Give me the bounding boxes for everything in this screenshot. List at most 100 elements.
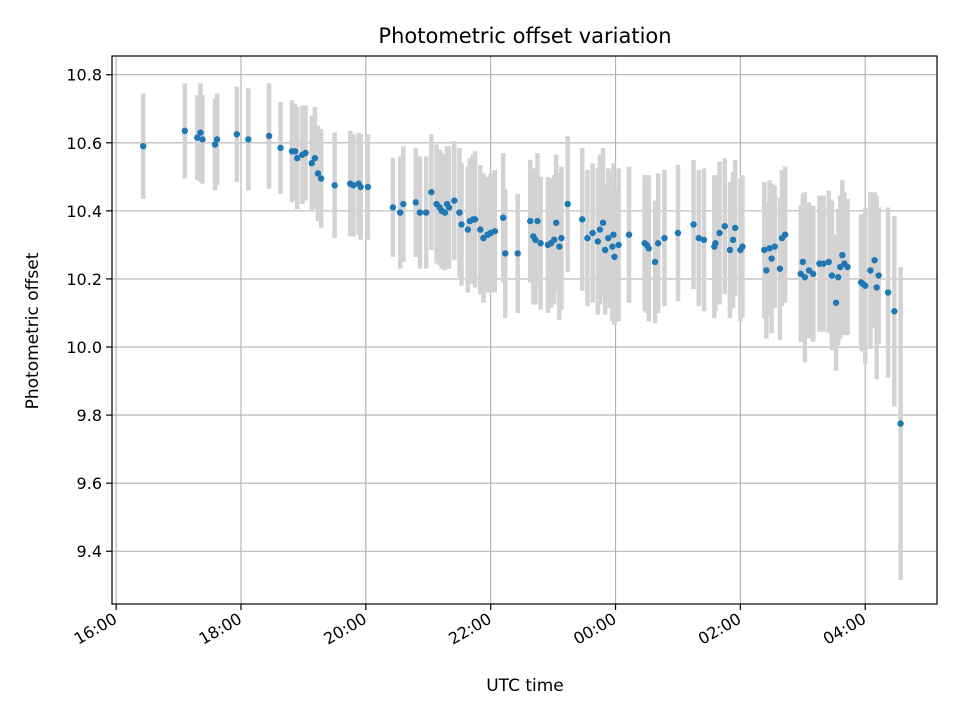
data-point <box>308 160 315 167</box>
data-point <box>716 229 723 237</box>
data-point <box>739 243 746 250</box>
data-point <box>875 272 882 279</box>
data-point <box>820 260 827 267</box>
data-point <box>502 250 509 257</box>
data-point <box>825 258 833 266</box>
data-point <box>445 204 453 211</box>
x-tick-label: 20:00 <box>320 609 369 649</box>
data-point <box>199 136 206 143</box>
data-point <box>514 250 521 257</box>
data-point <box>412 199 419 206</box>
data-point <box>550 236 558 244</box>
data-point <box>357 183 364 191</box>
data-point <box>654 240 662 247</box>
data-point <box>661 234 668 242</box>
data-point <box>197 129 204 136</box>
data-points <box>140 127 904 427</box>
data-point <box>140 142 147 150</box>
data-point <box>610 231 617 238</box>
x-tick-label: 02:00 <box>695 609 744 649</box>
data-point <box>867 267 874 274</box>
data-point <box>599 219 607 226</box>
data-point <box>726 246 734 254</box>
data-point <box>594 238 602 245</box>
data-point <box>451 197 458 204</box>
data-point <box>441 209 449 216</box>
plot-frame <box>111 55 938 605</box>
data-point <box>862 282 869 289</box>
data-point <box>766 245 773 252</box>
data-point <box>293 154 301 162</box>
y-tick-label: 10.2 <box>66 270 102 289</box>
data-point <box>776 265 784 272</box>
data-point <box>527 217 534 225</box>
data-point <box>605 234 612 242</box>
y-tick-label: 10.4 <box>66 202 102 221</box>
data-point <box>314 170 322 177</box>
data-point <box>884 289 892 296</box>
data-point <box>181 127 189 135</box>
y-tick-label: 10.8 <box>66 66 102 85</box>
x-tick-label: 22:00 <box>445 609 494 649</box>
y-axis-label: Photometric offset <box>23 252 43 409</box>
data-point <box>839 251 846 259</box>
data-point <box>477 226 484 233</box>
data-point <box>458 221 465 228</box>
data-point <box>625 231 633 238</box>
data-point <box>763 267 770 274</box>
y-tick-label: 9.8 <box>77 406 102 425</box>
data-point <box>871 257 878 264</box>
data-point <box>194 134 201 141</box>
data-point <box>416 209 424 216</box>
data-point <box>781 231 789 238</box>
data-point <box>396 209 404 216</box>
data-point <box>690 221 697 228</box>
data-point <box>873 284 880 291</box>
data-point <box>211 141 219 148</box>
data-point <box>422 209 430 216</box>
data-point <box>331 182 338 189</box>
data-point <box>534 217 541 225</box>
data-point <box>596 226 604 233</box>
data-point <box>428 188 435 196</box>
data-point <box>579 216 586 223</box>
data-point <box>471 216 479 223</box>
data-point <box>828 272 836 279</box>
data-point <box>897 420 904 427</box>
y-tick-label: 9.6 <box>77 474 102 493</box>
x-tick-label: 00:00 <box>570 609 619 649</box>
data-point <box>311 154 319 162</box>
data-point <box>731 224 739 232</box>
data-point <box>601 246 609 254</box>
data-point <box>651 258 659 266</box>
data-point <box>553 219 560 226</box>
data-point <box>233 131 241 138</box>
data-point <box>695 234 702 242</box>
data-point <box>834 274 842 281</box>
data-point <box>768 255 775 262</box>
data-point <box>400 200 407 208</box>
data-point <box>364 183 372 191</box>
data-point <box>589 229 596 237</box>
data-point <box>712 240 719 247</box>
x-tick-label: 16:00 <box>71 609 120 649</box>
data-point <box>799 258 806 266</box>
y-tick-label: 10.6 <box>66 134 102 153</box>
data-point <box>456 209 463 216</box>
y-axis-ticks: 9.4 9.6 9.8 10.0 10.2 10.4 10.6 10.8 <box>66 66 112 561</box>
error-bars <box>140 83 903 581</box>
data-point <box>611 253 618 261</box>
data-point <box>700 236 708 244</box>
data-point <box>556 243 563 250</box>
data-point <box>645 245 653 252</box>
data-point <box>615 241 622 249</box>
x-axis-ticks: 16:00 18:00 20:00 22:00 00:00 02:00 04:00 <box>71 604 869 649</box>
y-tick-label: 9.4 <box>77 542 102 561</box>
data-point <box>729 236 737 244</box>
data-point <box>291 148 299 155</box>
data-point <box>558 234 565 242</box>
data-point <box>317 175 325 182</box>
data-point <box>844 263 851 271</box>
data-point <box>771 243 778 250</box>
